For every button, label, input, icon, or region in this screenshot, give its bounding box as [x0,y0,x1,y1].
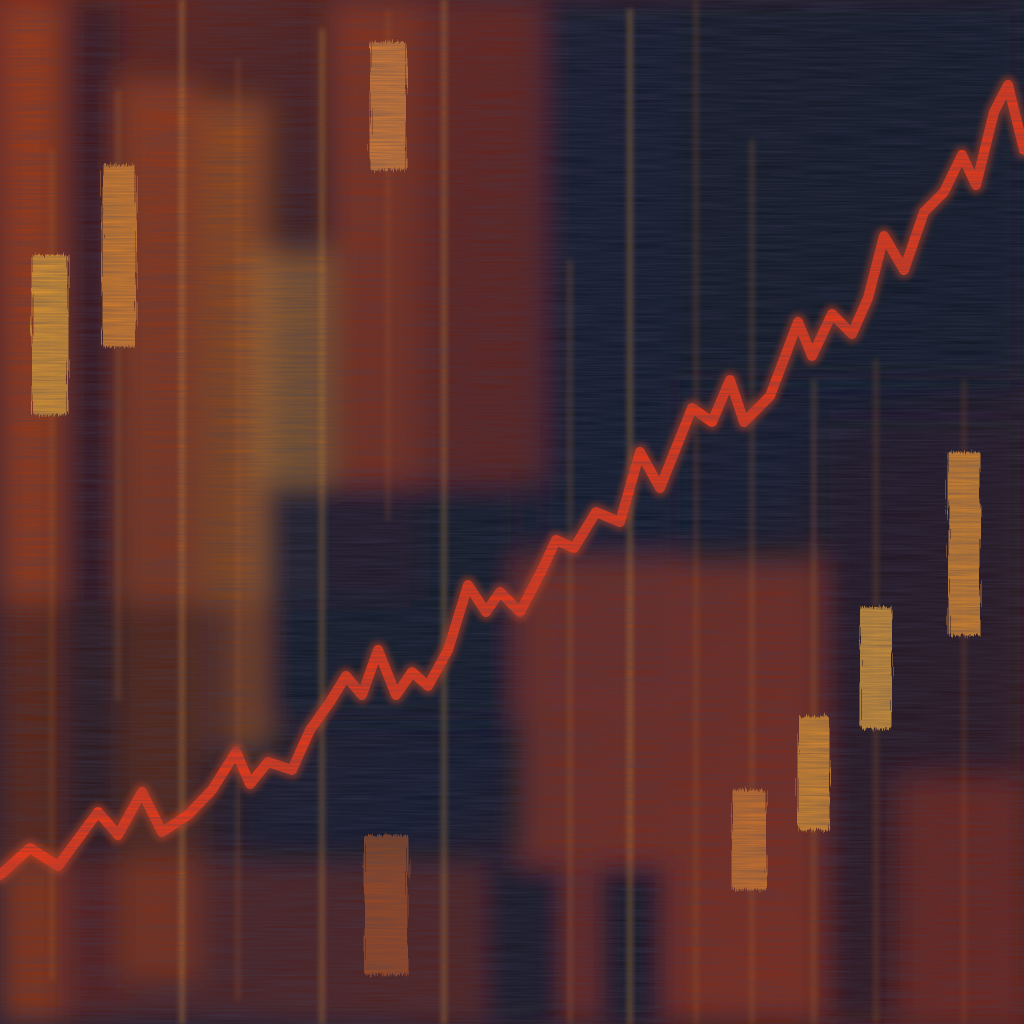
paint-grain [0,0,1024,1024]
abstract-candlestick-painting [0,0,1024,1024]
